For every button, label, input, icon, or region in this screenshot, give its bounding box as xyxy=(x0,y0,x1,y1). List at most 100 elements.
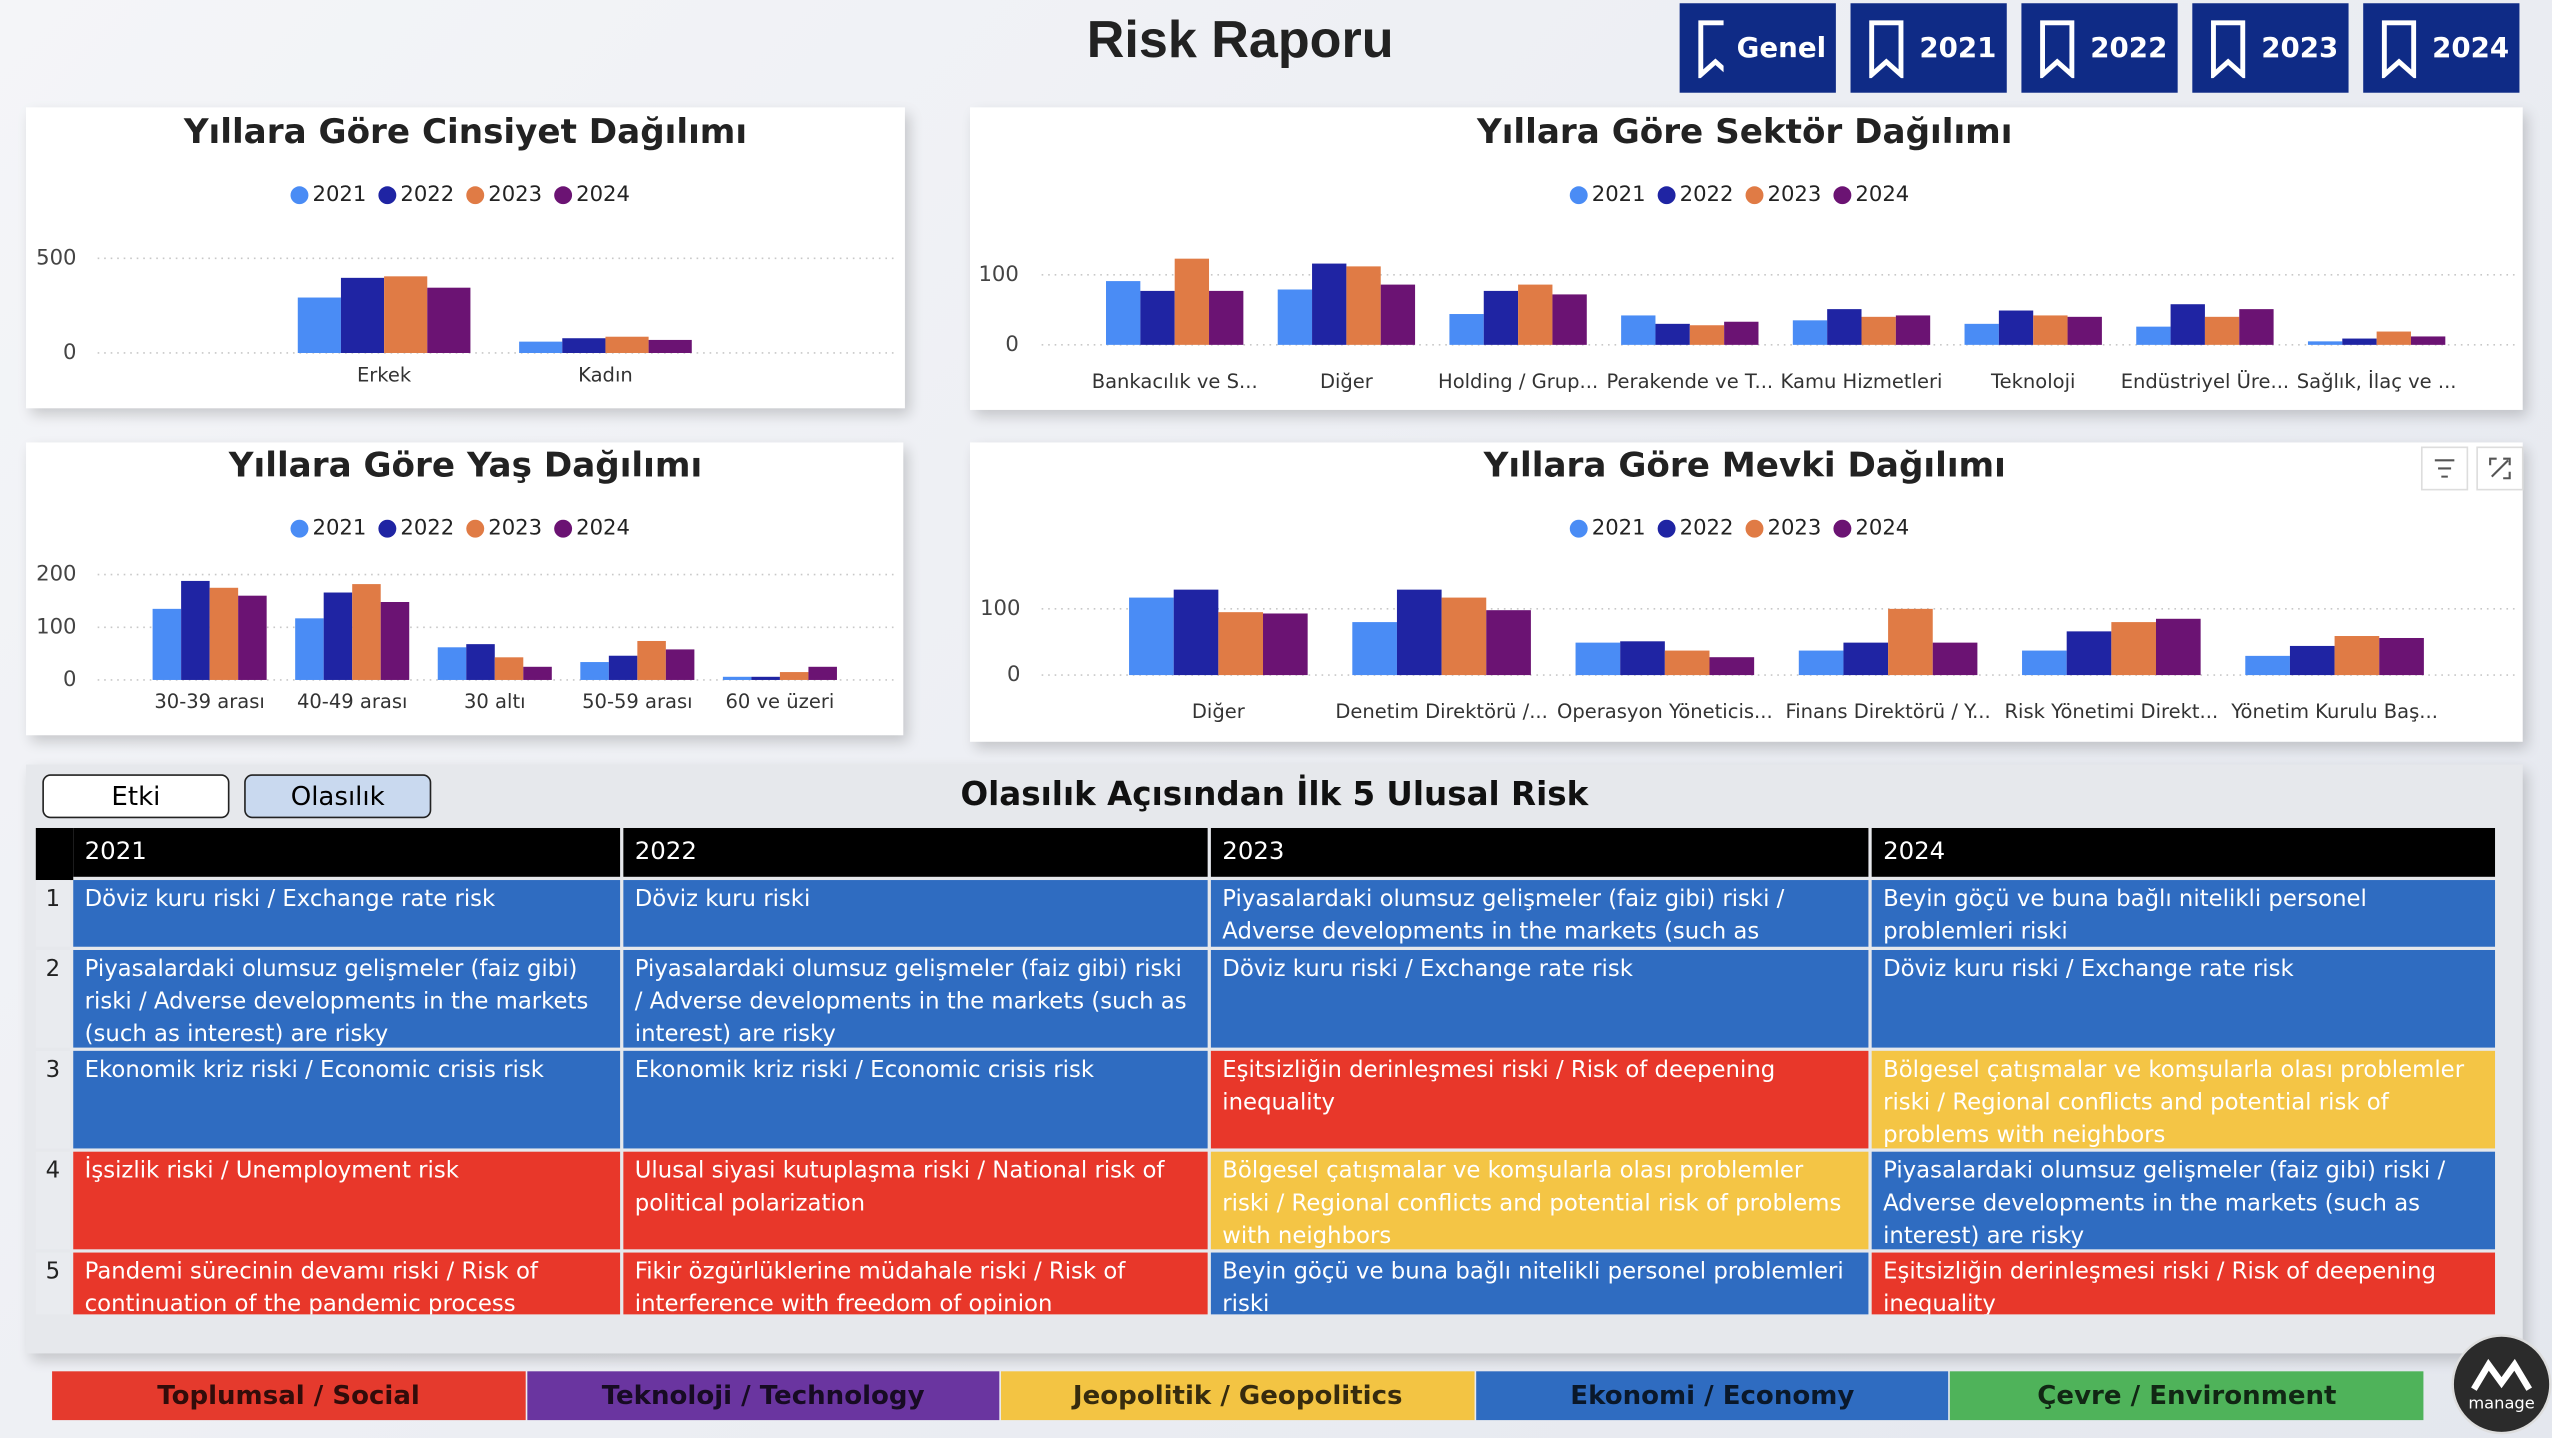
rank-cell: 1 xyxy=(35,880,70,947)
x-tick-label: Holding / Grup... xyxy=(1438,370,1598,393)
y-tick-label: 500 xyxy=(36,244,76,269)
bar xyxy=(1106,281,1141,345)
rank-cell: 3 xyxy=(35,1050,70,1149)
legend-marker xyxy=(1657,186,1676,205)
category-swatch: Toplumsal / Social xyxy=(52,1371,526,1421)
y-tick-label: 200 xyxy=(36,561,76,586)
y-tick-label: 100 xyxy=(980,595,1020,620)
bar xyxy=(2033,315,2068,345)
x-tick-label: 30-39 arası xyxy=(154,690,264,713)
x-tick-label: Teknoloji xyxy=(1990,370,2075,393)
bar xyxy=(1895,315,1931,345)
bar xyxy=(519,341,563,353)
bar xyxy=(2342,338,2377,345)
bookmark-icon xyxy=(2381,19,2417,78)
bar xyxy=(1932,642,1978,676)
bar xyxy=(1998,310,2034,345)
bar xyxy=(808,666,837,680)
header-cell: 2022 xyxy=(623,827,1208,877)
bar xyxy=(1620,641,1665,676)
panel xyxy=(970,442,2523,742)
bar xyxy=(1140,290,1175,345)
nav-button[interactable]: 2022 xyxy=(2021,3,2178,93)
bar xyxy=(352,584,381,680)
legend-marker xyxy=(466,519,485,538)
nav-button[interactable]: 2021 xyxy=(1850,3,2007,93)
bar xyxy=(1861,316,1896,345)
bar xyxy=(1129,597,1174,676)
bar xyxy=(2170,304,2205,345)
x-tick-label: Kamu Hizmetleri xyxy=(1781,370,1943,393)
legend-label: 2022 xyxy=(1680,515,1734,540)
bar xyxy=(1689,325,1725,345)
legend-marker xyxy=(1745,519,1764,538)
header-cell xyxy=(35,827,74,881)
y-tick-label: 0 xyxy=(63,666,76,691)
bar xyxy=(2239,309,2274,345)
bar xyxy=(1173,589,1219,676)
nav-button[interactable]: Genel xyxy=(1679,3,1836,93)
bar xyxy=(523,666,552,680)
bar xyxy=(1798,650,1844,676)
x-tick-label: Diğer xyxy=(1320,370,1374,393)
y-tick-label: 0 xyxy=(63,339,76,364)
bar xyxy=(2379,637,2424,676)
category-swatch: Ekonomi / Economy xyxy=(1475,1371,1949,1421)
bar xyxy=(751,676,780,680)
bar xyxy=(1352,622,1397,676)
legend-label: 2024 xyxy=(576,181,630,206)
bar xyxy=(1346,266,1381,345)
header-cell: 2024 xyxy=(1871,827,2496,877)
x-tick-label: Risk Yönetimi Direkt... xyxy=(2004,700,2218,723)
legend-marker xyxy=(1569,186,1588,205)
filter-icon[interactable] xyxy=(2420,446,2469,491)
rank-cell: 4 xyxy=(35,1151,70,1250)
bookmark-icon xyxy=(1869,19,1904,78)
chart-title: Yıllara Göre Sektör Dağılımı xyxy=(1476,112,2013,152)
table-cell: Pandemi sürecinin devamı riski / Risk of… xyxy=(73,1252,621,1315)
legend-label: 2023 xyxy=(1768,181,1822,206)
logo-text: manage xyxy=(2468,1394,2534,1413)
table-cell: Fikir özgürlüklerine müdahale riski / Ri… xyxy=(623,1252,1208,1315)
bar xyxy=(295,618,324,680)
y-tick-label: 100 xyxy=(978,261,1018,286)
nav-button[interactable]: 2023 xyxy=(2192,3,2349,93)
category-swatch: Teknoloji / Technology xyxy=(526,1371,1000,1421)
toggle-button[interactable]: Etki xyxy=(42,774,230,819)
bar xyxy=(1709,657,1755,676)
bar xyxy=(1209,290,1244,345)
bar xyxy=(1396,589,1442,676)
bar xyxy=(608,655,638,680)
x-tick-label: Perakende ve T... xyxy=(1606,370,1773,393)
legend-marker xyxy=(466,186,485,205)
legend-marker xyxy=(290,519,309,538)
focus-icon[interactable] xyxy=(2476,446,2524,491)
nav-label: 2021 xyxy=(1919,31,1997,65)
bar xyxy=(779,672,809,680)
table-title: Olasılık Açısından İlk 5 Ulusal Risk xyxy=(960,774,1589,814)
legend-label: 2022 xyxy=(400,181,454,206)
legend-label: 2022 xyxy=(400,515,454,540)
table-cell: Ekonomik kriz riski / Economic crisis ri… xyxy=(73,1050,621,1149)
x-tick-label: Denetim Direktörü /... xyxy=(1335,700,1547,723)
bar xyxy=(466,644,495,680)
bar xyxy=(1518,284,1553,345)
chart-title: Yıllara Göre Cinsiyet Dağılımı xyxy=(183,112,747,152)
bar xyxy=(1888,608,1933,676)
toggle-button[interactable]: Olasılık xyxy=(244,774,432,819)
bar xyxy=(637,640,666,680)
legend-marker xyxy=(1657,519,1676,538)
panel xyxy=(26,107,905,409)
table-cell: Ulusal siyasi kutuplaşma riski / Nationa… xyxy=(623,1151,1208,1250)
nav-button[interactable]: 2024 xyxy=(2363,3,2520,93)
bar xyxy=(1964,323,1999,345)
bar xyxy=(427,287,471,353)
panel xyxy=(26,442,904,736)
bookmark-icon xyxy=(1698,19,1724,78)
bar xyxy=(2155,618,2201,676)
logo: manage xyxy=(2451,1334,2552,1435)
table-cell: Beyin göçü ve buna bağlı nitelikli perso… xyxy=(1210,1252,1869,1315)
chart-title: Yıllara Göre Mevki Dağılımı xyxy=(1483,445,2006,485)
bar xyxy=(1441,597,1487,676)
